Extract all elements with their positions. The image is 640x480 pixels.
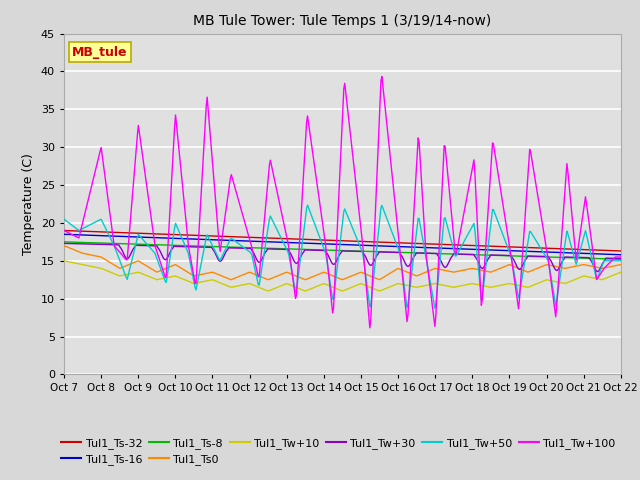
Legend: Tul1_Ts-32, Tul1_Ts-16, Tul1_Ts-8, Tul1_Ts0, Tul1_Tw+10, Tul1_Tw+30, Tul1_Tw+50,: Tul1_Ts-32, Tul1_Ts-16, Tul1_Ts-8, Tul1_…: [57, 433, 620, 469]
Y-axis label: Temperature (C): Temperature (C): [22, 153, 35, 255]
Text: MB_tule: MB_tule: [72, 46, 128, 59]
Title: MB Tule Tower: Tule Temps 1 (3/19/14-now): MB Tule Tower: Tule Temps 1 (3/19/14-now…: [193, 14, 492, 28]
